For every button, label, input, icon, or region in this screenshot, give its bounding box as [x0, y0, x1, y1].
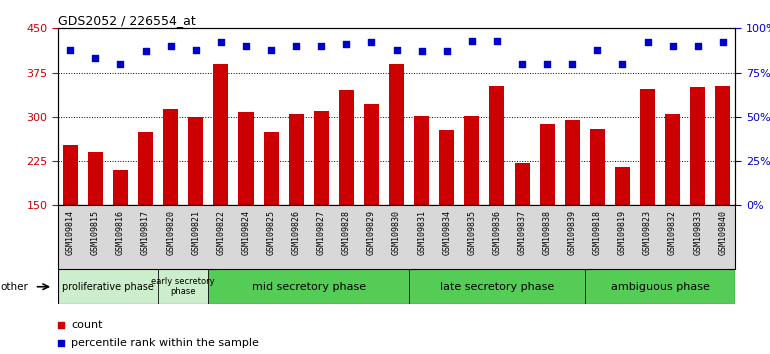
Text: GSM109824: GSM109824	[242, 210, 250, 256]
Text: GDS2052 / 226554_at: GDS2052 / 226554_at	[58, 14, 196, 27]
Point	[691, 43, 704, 49]
Point	[541, 61, 554, 67]
Bar	[584, 269, 735, 304]
Bar	[63, 145, 78, 294]
Bar	[464, 116, 480, 294]
Text: late secretory phase: late secretory phase	[440, 282, 554, 292]
Text: percentile rank within the sample: percentile rank within the sample	[72, 338, 259, 348]
Text: GSM109826: GSM109826	[292, 210, 300, 256]
Text: early secretory
phase: early secretory phase	[152, 277, 215, 296]
Point	[365, 40, 377, 45]
Bar	[209, 269, 409, 304]
Bar	[490, 86, 504, 294]
Text: GSM109820: GSM109820	[166, 210, 176, 256]
Point	[667, 43, 679, 49]
Text: GSM109819: GSM109819	[618, 210, 627, 256]
Bar	[158, 269, 209, 304]
Text: GSM109816: GSM109816	[116, 210, 125, 256]
Bar	[138, 132, 153, 294]
Bar	[188, 117, 203, 294]
Text: GSM109837: GSM109837	[517, 210, 527, 256]
Text: other: other	[0, 282, 28, 292]
Text: GSM109828: GSM109828	[342, 210, 351, 256]
Text: GSM109831: GSM109831	[417, 210, 426, 256]
Text: GSM109818: GSM109818	[593, 210, 602, 256]
Bar	[339, 90, 354, 294]
Text: GSM109833: GSM109833	[693, 210, 702, 256]
Point	[290, 43, 303, 49]
Text: GSM109839: GSM109839	[567, 210, 577, 256]
Bar	[389, 64, 404, 294]
Text: GSM109827: GSM109827	[316, 210, 326, 256]
Point	[165, 43, 177, 49]
Bar	[364, 104, 379, 294]
Text: GSM109817: GSM109817	[141, 210, 150, 256]
Point	[591, 47, 604, 52]
Bar	[640, 88, 655, 294]
Point	[416, 48, 428, 54]
Point	[265, 47, 277, 52]
Text: mid secretory phase: mid secretory phase	[252, 282, 366, 292]
Text: count: count	[72, 320, 103, 330]
Point	[616, 61, 628, 67]
Bar	[690, 87, 705, 294]
Bar	[263, 132, 279, 294]
Bar	[163, 109, 178, 294]
Point	[55, 340, 67, 346]
Text: GSM109840: GSM109840	[718, 210, 728, 256]
Point	[239, 43, 252, 49]
Bar	[58, 269, 158, 304]
Point	[215, 40, 227, 45]
Text: GSM109829: GSM109829	[367, 210, 376, 256]
Point	[315, 43, 327, 49]
Text: GSM109823: GSM109823	[643, 210, 652, 256]
Bar	[615, 167, 630, 294]
Text: ambiguous phase: ambiguous phase	[611, 282, 709, 292]
Point	[139, 48, 152, 54]
Text: GSM109822: GSM109822	[216, 210, 226, 256]
Bar	[88, 152, 103, 294]
Bar	[414, 116, 429, 294]
Text: proliferative phase: proliferative phase	[62, 282, 154, 292]
Bar	[665, 114, 680, 294]
Bar	[213, 64, 229, 294]
Point	[340, 41, 353, 47]
Text: GSM109821: GSM109821	[191, 210, 200, 256]
Point	[641, 40, 654, 45]
Point	[717, 40, 729, 45]
Point	[566, 61, 578, 67]
Point	[64, 47, 76, 52]
Text: GSM109834: GSM109834	[442, 210, 451, 256]
Bar	[289, 114, 303, 294]
Point	[114, 61, 126, 67]
Bar	[564, 120, 580, 294]
Bar	[113, 170, 128, 294]
Bar	[439, 130, 454, 294]
Text: GSM109815: GSM109815	[91, 210, 100, 256]
Bar	[239, 112, 253, 294]
Text: GSM109838: GSM109838	[543, 210, 551, 256]
Text: GSM109814: GSM109814	[65, 210, 75, 256]
Bar	[514, 163, 530, 294]
Point	[516, 61, 528, 67]
Point	[466, 38, 478, 44]
Text: GSM109836: GSM109836	[493, 210, 501, 256]
Bar	[409, 269, 584, 304]
Bar	[715, 86, 730, 294]
Point	[189, 47, 202, 52]
Text: GSM109835: GSM109835	[467, 210, 477, 256]
Point	[490, 38, 503, 44]
Point	[440, 48, 453, 54]
Bar	[540, 124, 554, 294]
Text: GSM109832: GSM109832	[668, 210, 677, 256]
Text: GSM109830: GSM109830	[392, 210, 401, 256]
Text: GSM109825: GSM109825	[266, 210, 276, 256]
Point	[89, 56, 102, 61]
Bar	[313, 111, 329, 294]
Point	[390, 47, 403, 52]
Point	[55, 322, 67, 328]
Bar	[590, 129, 605, 294]
